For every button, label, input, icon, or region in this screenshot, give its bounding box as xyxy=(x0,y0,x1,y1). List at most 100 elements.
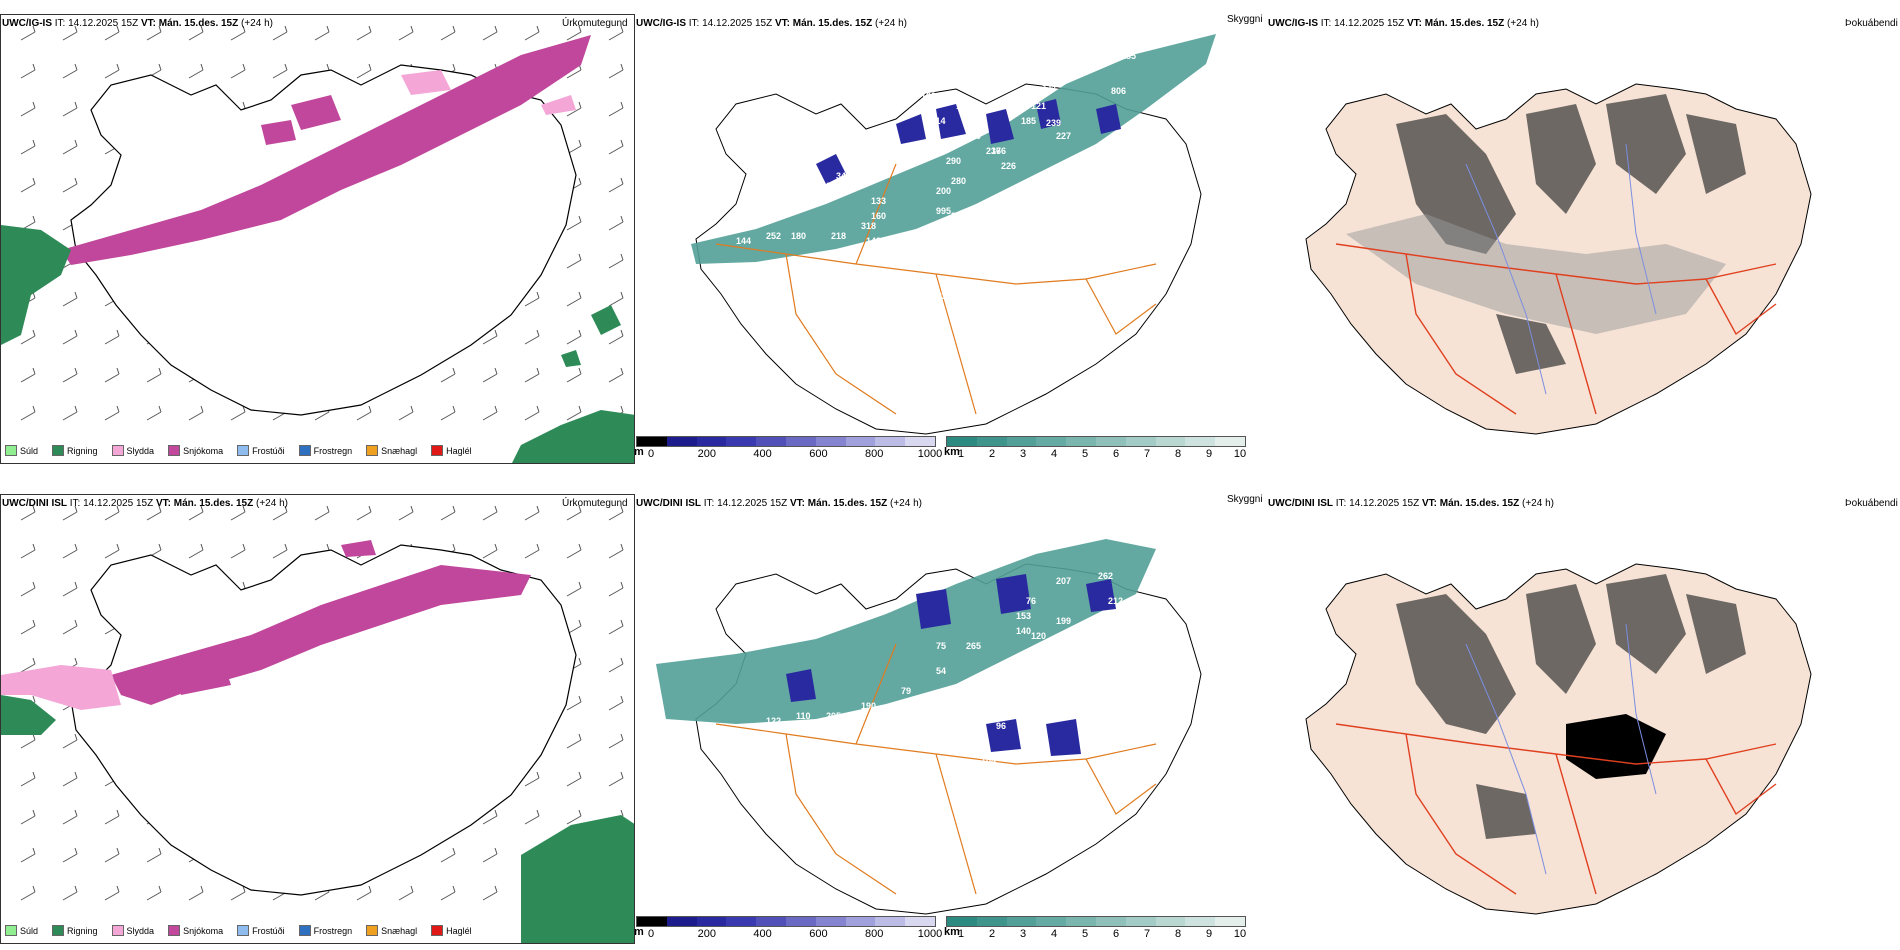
vis-value-label: 262 xyxy=(1098,571,1113,581)
wind-barb xyxy=(62,329,78,345)
wind-barb xyxy=(608,25,624,41)
wind-barb xyxy=(482,405,498,421)
vis-value-label: 286 xyxy=(1108,611,1123,621)
wind-barb xyxy=(146,885,162,901)
legend-item-2: Slydda xyxy=(111,925,154,936)
lead-time: (+24 h) xyxy=(241,18,273,29)
wind-barb xyxy=(566,25,582,41)
height-colorbar-ticks: 0 200 400 600 800 1000 xyxy=(636,447,942,461)
colorbar-swatch xyxy=(637,437,667,446)
wind-barb xyxy=(20,581,36,597)
colorbar-swatch xyxy=(785,437,816,446)
wind-barb xyxy=(524,329,540,345)
wind-barb xyxy=(608,771,624,787)
legend-swatch xyxy=(52,445,65,456)
wind-barb xyxy=(62,25,78,41)
legend-label: Rigning xyxy=(67,925,98,936)
it-label: IT: xyxy=(1335,498,1347,509)
wind-barb xyxy=(608,329,624,345)
colorbar-swatch xyxy=(726,437,757,446)
legend-item-0: Súld xyxy=(5,925,38,936)
wind-barb xyxy=(62,619,78,635)
colorbar-tick: 800 xyxy=(865,448,884,460)
wind-barb xyxy=(188,543,204,559)
vis-value-label: 160 xyxy=(871,211,886,221)
fog-label-top: Þokuábendi xyxy=(1845,18,1898,29)
wind-barb xyxy=(62,543,78,559)
legend-swatch xyxy=(366,925,379,936)
vis-band xyxy=(691,34,1216,264)
colorbar-swatch xyxy=(947,437,977,446)
iceland-outline xyxy=(70,544,577,896)
wind-barb xyxy=(62,139,78,155)
vis-value-label: 201 xyxy=(951,261,966,271)
legend-label: Snæhagl xyxy=(381,925,418,936)
vt-label: VT: xyxy=(1406,18,1422,29)
wind-barb xyxy=(524,25,540,41)
wind-barb xyxy=(566,291,582,307)
precip-header-top: UWC/IG-IS IT: 14.12.2025 15Z VT: Mán. 15… xyxy=(2,18,273,29)
colorbar-swatch xyxy=(815,437,846,446)
wind-barb xyxy=(62,291,78,307)
colorbar-tick: 1000 xyxy=(917,448,943,460)
wind-barb xyxy=(104,405,120,421)
colorbar-swatch xyxy=(666,917,697,926)
lead-time: (+24 h) xyxy=(256,498,288,509)
wind-barb xyxy=(62,809,78,825)
wind-barb xyxy=(482,329,498,345)
wind-barb xyxy=(398,885,414,901)
wind-barb xyxy=(20,809,36,825)
colorbar-swatch xyxy=(785,917,816,926)
colorbar-swatch xyxy=(696,917,727,926)
vis-value-label: 76 xyxy=(1026,596,1036,606)
wind-barb xyxy=(104,505,120,521)
it-label: IT: xyxy=(1320,18,1332,29)
vis-value-label: 180 xyxy=(791,231,806,241)
colorbar-tick: 7 xyxy=(1143,928,1151,940)
vis-value-label: 207 xyxy=(1056,576,1071,586)
colorbar-tick: 1 xyxy=(957,448,965,460)
it-label: IT: xyxy=(69,498,81,509)
rivers xyxy=(1465,143,1657,395)
colorbar-swatch xyxy=(1066,917,1096,926)
vis-value-label: 110 xyxy=(796,711,811,721)
vis-value-label: 200 xyxy=(936,186,951,196)
legend-item-4: Frostúði xyxy=(237,925,285,936)
vis-unit: km xyxy=(944,446,960,458)
vis-value-label: 133 xyxy=(871,196,886,206)
snow-patch xyxy=(171,540,376,695)
legend-label: Súld xyxy=(20,445,39,456)
wind-barb xyxy=(482,505,498,521)
wind-barb xyxy=(524,405,540,421)
legend-swatch xyxy=(52,925,65,936)
wind-barb xyxy=(482,543,498,559)
vis-value-label: 173 xyxy=(1131,166,1146,176)
colorbar-tick: 2 xyxy=(988,448,996,460)
colorbar-swatch xyxy=(1215,437,1245,446)
vis-value-label: 219 xyxy=(1091,146,1106,156)
vt-label: VT: xyxy=(789,498,805,509)
height-colorbar-ticks: 0 200 400 600 800 1000 xyxy=(636,927,942,941)
init-time: 14.12.2025 15Z xyxy=(83,498,154,509)
vis-value-label: 290 xyxy=(946,156,961,166)
colorbar-swatch xyxy=(875,437,906,446)
precip-map-bottom xyxy=(1,505,634,943)
colorbar-swatch xyxy=(696,437,727,446)
wind-barb xyxy=(20,405,36,421)
vis-label-bottom: Skyggni xyxy=(1227,494,1263,505)
vis-value-label: 806 xyxy=(1111,86,1126,96)
legend-swatch xyxy=(5,445,17,456)
valid-time: Mán. 15.des. 15Z xyxy=(1424,18,1505,29)
vis-value-label: 543 xyxy=(1106,671,1121,681)
vis-value-label: 54 xyxy=(936,666,946,676)
legend-swatch xyxy=(298,925,311,936)
vis-value-label: 114 xyxy=(931,116,946,126)
vis-value-label: 144 xyxy=(736,236,751,246)
wind-barb xyxy=(62,367,78,383)
vis-value-label: 212 xyxy=(1108,596,1123,606)
vis-value-label: 185 xyxy=(1021,116,1036,126)
vis-value-label: 91 xyxy=(1098,761,1108,771)
vis-label-top: Skyggni xyxy=(1227,14,1263,25)
wind-barb xyxy=(566,809,582,825)
wind-barb xyxy=(188,63,204,79)
